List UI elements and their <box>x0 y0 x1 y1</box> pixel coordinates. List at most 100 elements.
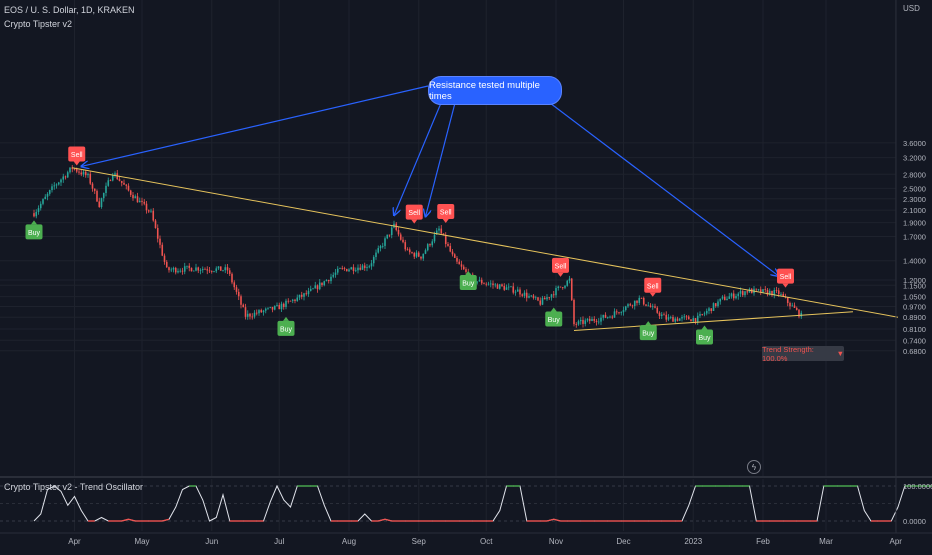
candle-body <box>699 314 701 316</box>
candle-body <box>615 311 618 313</box>
candle-body <box>204 268 206 270</box>
candle-body <box>789 302 791 307</box>
candle-body <box>192 270 195 272</box>
annotation-arrow[interactable] <box>426 102 456 217</box>
buy-signal-label[interactable] <box>277 320 295 336</box>
candle-body <box>154 220 157 228</box>
candle-body <box>89 173 92 184</box>
candle-body <box>345 268 348 272</box>
candle-body <box>269 306 272 308</box>
candle-body <box>678 318 681 321</box>
buy-signal-label[interactable] <box>459 274 477 290</box>
x-tick-label: Nov <box>549 537 563 546</box>
candle-body <box>231 273 233 283</box>
y-tick-label: 0.9700 <box>903 302 926 311</box>
lightning-icon[interactable]: ϟ <box>747 460 761 474</box>
buy-signal-label[interactable] <box>25 224 43 240</box>
candle-body <box>696 315 699 322</box>
candle-body <box>336 268 339 273</box>
buy-signal-pointer <box>701 325 708 330</box>
annotation-arrow[interactable] <box>549 102 779 276</box>
candle-body <box>35 211 38 217</box>
candle-body <box>611 316 614 318</box>
candle-body <box>487 283 490 285</box>
y-tick-label: 0.7400 <box>903 336 926 345</box>
oscillator-bear-segment <box>384 518 392 522</box>
candle-body <box>379 246 382 249</box>
candle-body <box>186 265 188 267</box>
candle-body <box>33 213 35 217</box>
candle-body <box>744 291 746 296</box>
candle-body <box>102 193 105 199</box>
candle-body <box>359 267 362 270</box>
candle-body <box>444 235 447 245</box>
sell-signal-label[interactable] <box>68 146 86 162</box>
candle-body <box>111 175 114 181</box>
sell-signal-label[interactable] <box>777 268 794 284</box>
candle-body <box>208 270 211 272</box>
candle-body <box>420 256 422 259</box>
candle-body <box>629 304 632 306</box>
candle-body <box>300 294 303 297</box>
candle-body <box>609 316 611 318</box>
buy-signal-label[interactable] <box>639 325 657 341</box>
candle-body <box>726 298 728 301</box>
candle-body <box>197 267 200 271</box>
sell-signal-label[interactable] <box>437 203 455 219</box>
candle-body <box>37 208 40 212</box>
buy-signal-label[interactable] <box>545 311 563 327</box>
candle-body <box>618 312 620 314</box>
candle-body <box>429 244 431 246</box>
candle-body <box>219 266 222 271</box>
candle-body <box>714 303 717 307</box>
candle-body <box>575 324 578 325</box>
sell-signal-label[interactable] <box>644 277 662 293</box>
candle-body <box>465 269 467 272</box>
candle-body <box>260 310 263 313</box>
support-trendline[interactable] <box>573 311 854 332</box>
candle-body <box>633 300 636 307</box>
candle-body <box>91 183 94 189</box>
candle-body <box>586 318 589 321</box>
candle-body <box>798 309 800 317</box>
candle-body <box>780 293 782 295</box>
candle-body <box>181 270 184 272</box>
candle-body <box>174 267 177 273</box>
oscillator-bear-segment <box>378 518 386 522</box>
sell-signal-label[interactable] <box>405 204 423 220</box>
candle-body <box>114 173 116 176</box>
candle-body <box>559 286 562 288</box>
candle-body <box>170 269 173 271</box>
y-tick-label: 1.7000 <box>903 233 926 242</box>
candle-body <box>235 287 238 292</box>
candle-body <box>719 298 722 302</box>
candle-body <box>660 314 663 316</box>
candle-body <box>505 287 508 290</box>
candle-body <box>757 289 760 291</box>
sell-signal-text: Sell <box>780 274 792 281</box>
candle-body <box>741 291 744 296</box>
candle-body <box>489 283 492 285</box>
candle-body <box>179 270 182 272</box>
annotation-arrow[interactable] <box>81 85 429 166</box>
resistance-trendline[interactable] <box>72 167 899 318</box>
buy-signal-pointer <box>465 270 472 275</box>
candle-body <box>561 287 564 288</box>
annotation-arrow[interactable] <box>394 102 442 215</box>
y-tick-label: 0.8100 <box>903 325 926 334</box>
candle-body <box>573 299 575 325</box>
candle-body <box>782 293 785 297</box>
candle-body <box>566 280 569 286</box>
candle-body <box>739 291 742 294</box>
candle-body <box>413 253 416 257</box>
buy-signal-label[interactable] <box>696 329 713 345</box>
sell-signal-label[interactable] <box>552 257 569 273</box>
candle-body <box>555 288 557 296</box>
candle-body <box>717 301 719 307</box>
candle-body <box>530 295 533 297</box>
candle-body <box>244 307 247 317</box>
candle-body <box>280 303 283 310</box>
candle-body <box>591 318 593 322</box>
sell-signal-pointer <box>782 283 789 288</box>
